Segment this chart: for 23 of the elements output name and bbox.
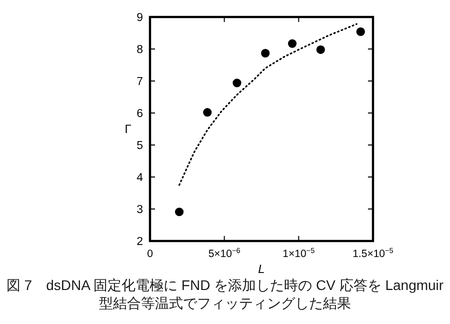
x-tick-label: 1×10$^{−5}$	[282, 246, 315, 260]
point	[232, 78, 242, 88]
y-tick-label: 5	[136, 140, 143, 152]
y-tick-label: 9	[136, 12, 143, 24]
point	[261, 48, 270, 58]
x-tick-label: 5×10$^{−6}$	[208, 246, 240, 260]
y-tick-label: 4	[136, 172, 144, 184]
point	[288, 39, 297, 48]
y-axis-title: Γ	[124, 122, 132, 136]
y-tick-label: 3	[136, 204, 143, 216]
point	[203, 108, 212, 117]
y-tick-label: 7	[136, 76, 143, 88]
y-tick-label: 8	[136, 44, 143, 56]
x-tick-label: 0	[147, 248, 154, 260]
point	[174, 208, 184, 216]
y-tick-label: 2	[136, 236, 143, 248]
x-axis-title: L	[258, 262, 265, 276]
x-tick-label: 1.5×10$^{−5}$	[352, 246, 394, 260]
point	[356, 27, 365, 36]
caption: 図 7 dsDNA 固定化電極に FND を添加した時の CV 応答を Langmuir 型結合等温式でフィッティングした結果	[5, 276, 445, 312]
point	[316, 45, 325, 54]
y-tick-label: 6	[136, 108, 143, 120]
line-series	[178, 23, 358, 186]
